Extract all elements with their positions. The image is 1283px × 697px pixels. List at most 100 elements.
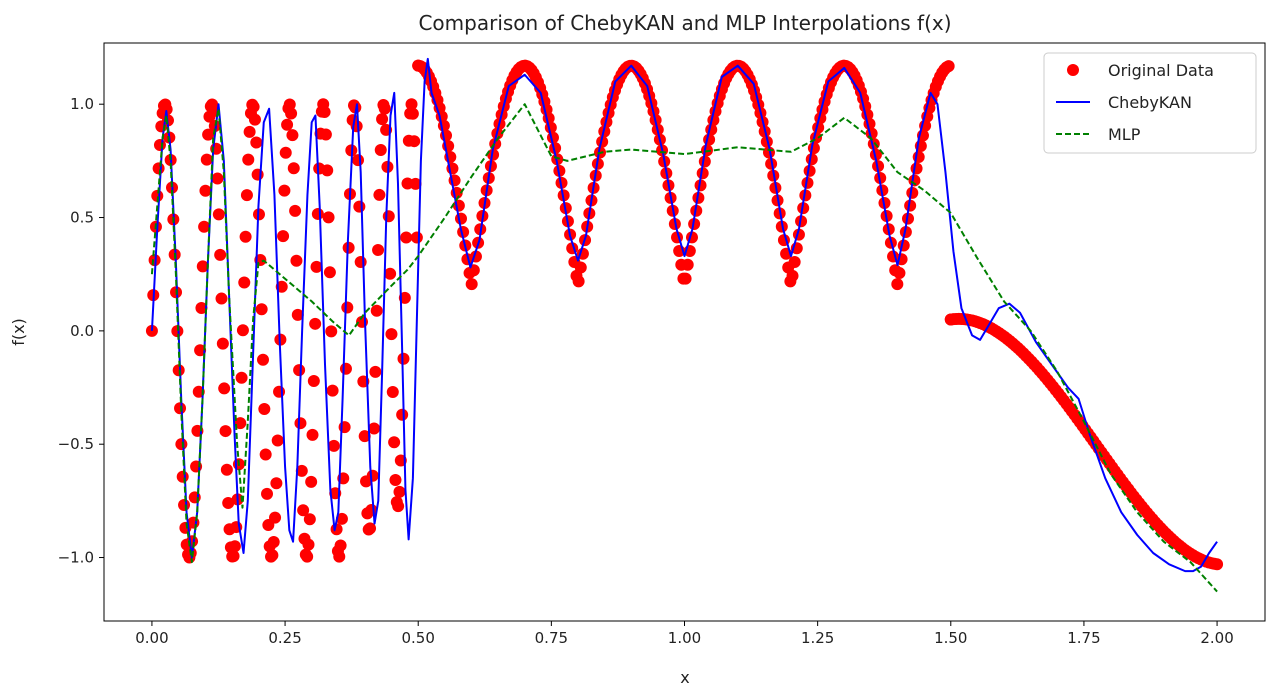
data-point <box>388 436 401 449</box>
data-point <box>869 148 882 161</box>
data-point <box>303 513 316 526</box>
x-tick-label: 1.50 <box>934 629 967 647</box>
legend-marker-original-data <box>1067 64 1079 76</box>
data-point <box>374 144 387 157</box>
data-point <box>212 208 225 221</box>
data-point <box>291 308 304 321</box>
data-point <box>801 176 814 189</box>
x-tick-label: 1.25 <box>801 629 834 647</box>
data-point <box>370 304 383 317</box>
data-point <box>261 487 274 500</box>
data-point <box>333 550 346 563</box>
data-point <box>306 428 319 441</box>
data-point <box>216 337 229 350</box>
data-point <box>195 302 208 315</box>
data-point <box>906 186 919 199</box>
data-point <box>222 497 235 510</box>
data-point <box>893 267 906 280</box>
data-point <box>335 512 348 525</box>
x-tick-label: 0.00 <box>135 629 168 647</box>
data-point <box>408 135 421 148</box>
y-tick-label: 0.0 <box>70 322 94 340</box>
data-point <box>376 113 389 126</box>
data-point <box>325 325 338 338</box>
data-point <box>386 386 399 399</box>
data-point <box>352 154 365 167</box>
data-point <box>247 100 260 113</box>
data-point <box>198 220 211 233</box>
x-tick-label: 0.75 <box>535 629 568 647</box>
data-point <box>218 382 231 395</box>
data-point <box>318 105 331 118</box>
data-point <box>301 550 314 563</box>
x-tick-label: 0.25 <box>268 629 301 647</box>
legend-label-original-data: Original Data <box>1108 61 1214 80</box>
data-point <box>899 225 912 238</box>
data-point <box>321 164 334 177</box>
data-point <box>396 408 409 421</box>
y-tick-label: 1.0 <box>70 95 94 113</box>
data-point <box>358 430 371 443</box>
series-line-mlp <box>150 103 1218 593</box>
data-point <box>174 402 187 415</box>
data-point <box>803 164 816 177</box>
data-point <box>389 474 402 487</box>
data-point <box>215 292 228 305</box>
data-point <box>326 384 339 397</box>
data-point <box>364 522 377 535</box>
y-axis-label: f(x) <box>9 318 28 346</box>
data-point <box>322 211 335 224</box>
x-axis-label: x <box>680 668 689 687</box>
data-point <box>148 254 161 267</box>
data-point <box>409 177 422 190</box>
data-point <box>679 272 692 285</box>
data-point <box>703 133 716 146</box>
data-point <box>194 344 207 357</box>
data-point <box>178 498 191 511</box>
data-point <box>199 184 212 197</box>
data-point <box>279 146 292 159</box>
data-point <box>251 168 264 181</box>
data-point <box>694 179 707 192</box>
data-point <box>270 477 283 490</box>
data-point <box>1211 558 1224 571</box>
data-point <box>293 364 306 377</box>
data-point <box>385 328 398 341</box>
data-point <box>382 210 395 223</box>
data-point <box>681 258 694 271</box>
data-point <box>228 540 241 553</box>
series-line-chebykan <box>150 57 1218 573</box>
data-point <box>239 230 252 243</box>
data-point <box>406 107 419 120</box>
data-point <box>572 275 585 288</box>
data-point <box>250 136 263 149</box>
data-point <box>277 230 290 243</box>
data-point <box>211 172 224 185</box>
data-point <box>234 417 247 430</box>
data-point <box>373 188 386 201</box>
x-tick-label: 2.00 <box>1200 629 1233 647</box>
data-point <box>200 153 213 166</box>
data-point <box>152 162 165 175</box>
data-point <box>487 148 500 161</box>
data-point <box>175 438 188 451</box>
data-point <box>240 189 253 202</box>
legend-label-mlp: MLP <box>1108 125 1141 144</box>
data-point <box>454 212 467 225</box>
data-point <box>596 135 609 148</box>
legend: Original Data ChebyKAN MLP <box>1043 52 1257 154</box>
data-point <box>353 200 366 213</box>
data-point <box>788 255 801 268</box>
data-point <box>372 244 385 257</box>
data-point <box>256 353 269 366</box>
data-point <box>176 470 189 483</box>
data-point <box>384 267 397 280</box>
data-point <box>368 422 381 435</box>
data-point <box>807 142 820 155</box>
data-point <box>248 113 261 126</box>
data-point <box>295 464 308 477</box>
data-point <box>235 371 248 384</box>
data-point <box>904 199 917 212</box>
data-point <box>805 153 818 166</box>
data-point <box>271 434 284 447</box>
